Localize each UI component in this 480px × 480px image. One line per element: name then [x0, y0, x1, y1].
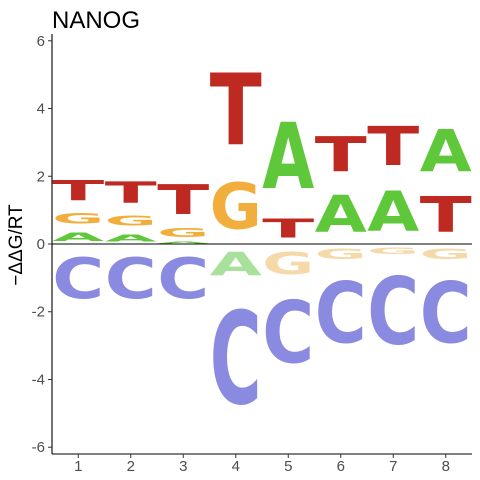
logo-letter-g-pos4: G [210, 170, 262, 244]
logo-letter-a-pos7: A [367, 181, 420, 245]
logo-letter-t-pos8: T [420, 187, 472, 245]
logo-letter-g-pos3: G [157, 225, 209, 239]
chart-title: NANOG [52, 7, 140, 34]
logo-letter-t-pos1: T [52, 175, 104, 207]
y-tick-label: -6 [32, 439, 45, 456]
x-tick-label: 3 [179, 458, 187, 475]
logo-letter-t-pos7: T [367, 115, 419, 178]
x-tick-label: 1 [74, 458, 82, 475]
y-tick-label: 6 [37, 33, 45, 50]
logo-letter-c-pos1: C [52, 247, 104, 312]
y-tick-label: 0 [37, 236, 45, 253]
logo-letter-g-pos5: G [262, 246, 314, 282]
x-tick-label: 6 [337, 458, 345, 475]
y-tick-label: 2 [37, 168, 45, 185]
y-tick-label: -2 [32, 304, 45, 321]
logo-letter-a-pos1: A [52, 231, 105, 244]
y-axis-title: −ΔΔG/RT [6, 204, 27, 286]
x-tick-label: 2 [127, 458, 135, 475]
logo-letter-t-pos6: T [315, 127, 368, 183]
logo-letter-c-pos2: C [105, 247, 157, 312]
logo-letter-a-pos2: A [105, 232, 157, 244]
logo-letter-a-pos6: A [315, 186, 367, 245]
x-tick-label: 4 [232, 458, 240, 475]
y-tick-label: -4 [32, 371, 45, 388]
logo-letter-t-pos2: T [105, 177, 157, 211]
logo-letter-g-pos2: G [105, 214, 157, 229]
logo-letter-c-pos7: C [367, 258, 419, 366]
logo-letter-t-pos4: T [210, 52, 262, 167]
logo-letter-g-pos7: G [367, 246, 419, 256]
logo-letter-a-pos5: A [262, 104, 314, 210]
x-tick-label: 5 [284, 458, 292, 475]
logo-letter-a-pos8: A [420, 117, 472, 184]
logo-letter-c-pos6: C [315, 266, 367, 363]
logo-letter-c-pos4: C [210, 286, 262, 434]
logo-letter-c-pos5: C [262, 284, 314, 383]
logo-letter-t-pos3: T [157, 177, 209, 224]
logo-letter-g-pos1: G [52, 210, 104, 227]
logo-letter-g-pos8: G [420, 246, 472, 263]
x-tick-label: 7 [389, 458, 397, 475]
y-tick-label: 4 [37, 101, 45, 118]
logo-letter-c-pos8: C [420, 266, 472, 363]
logo-letter-g-pos6: G [315, 246, 367, 263]
logo-letter-t-pos5: T [262, 214, 314, 244]
logo-letter-c-pos3: C [157, 247, 209, 312]
x-tick-label: 8 [442, 458, 450, 475]
logo-letter-a-pos4: A [210, 246, 262, 283]
